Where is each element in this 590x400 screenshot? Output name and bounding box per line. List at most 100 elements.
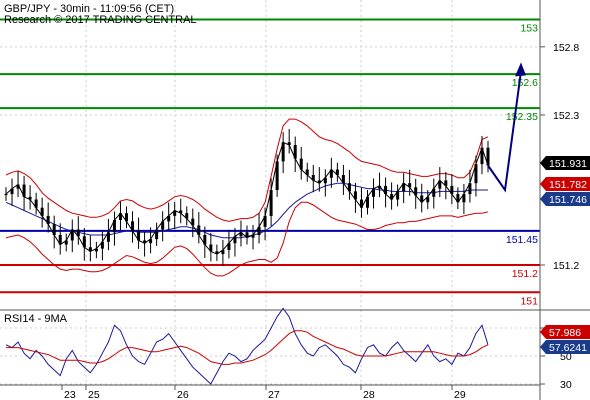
price-bar-body	[197, 225, 201, 235]
chart-title: GBP/JPY - 30min - 11:09:56 (CET)	[4, 3, 174, 15]
level-label: 151.45	[506, 234, 538, 246]
price-bar-body	[143, 240, 147, 244]
price-bar-body	[52, 224, 56, 235]
price-bar-body	[456, 194, 460, 203]
value-badge-blue	[540, 192, 590, 206]
price-bar-body	[359, 199, 363, 208]
price-bar-body	[215, 251, 219, 255]
price-bars	[4, 128, 490, 266]
close-line	[5, 141, 489, 255]
price-bar-body	[287, 142, 291, 145]
price-bar-body	[167, 215, 171, 222]
rsi-ma-line	[6, 330, 489, 365]
price-bar-body	[384, 185, 388, 195]
value-badges: 151.931 151.782 151.746 57.986 57.6241	[540, 156, 590, 354]
price-bar-body	[257, 226, 261, 235]
price-bar-body	[233, 236, 237, 244]
price-bar-body	[263, 215, 267, 227]
price-bar-body	[227, 243, 231, 250]
price-bar-body	[426, 196, 430, 203]
price-bar-body	[438, 180, 442, 189]
price-bar-body	[149, 239, 153, 244]
price-bar-body	[161, 221, 165, 230]
y-tick-label: 151.2	[553, 260, 579, 272]
price-bar-body	[335, 169, 339, 175]
price-bar-body	[299, 158, 303, 170]
price-bar-body	[10, 188, 14, 195]
price-bar-body	[46, 215, 50, 225]
price-bar-body	[125, 213, 128, 222]
level-label: 153	[520, 23, 538, 35]
price-bar-body	[480, 147, 484, 165]
value-badge-label: 151.931	[549, 158, 587, 170]
price-bar-body	[185, 213, 189, 219]
value-badge-red	[540, 177, 590, 191]
rsi-tick-label: 30	[560, 379, 572, 391]
price-bar-body	[118, 213, 122, 220]
price-bar-body	[323, 177, 327, 184]
price-bar-body	[353, 191, 357, 200]
x-tick-label: 23	[64, 389, 76, 400]
chart-credit: Research © 2017 TRADING CENTRAL	[4, 14, 197, 26]
price-bar-body	[486, 147, 490, 166]
price-bar-body	[462, 194, 466, 203]
price-bar-body	[245, 232, 249, 238]
price-bar-body	[329, 169, 333, 178]
price-bar-body	[396, 191, 400, 200]
price-bar-body	[28, 196, 32, 200]
price-bar-body	[173, 210, 177, 216]
price-bar-body	[420, 195, 424, 203]
level-label: 152.35	[506, 111, 538, 123]
price-bar-body	[408, 183, 412, 188]
price-bar-body	[372, 188, 376, 197]
value-badge-label: 151.782	[549, 179, 587, 191]
value-badge-label: 151.746	[549, 194, 587, 206]
rsi-tick-label: 50	[560, 351, 572, 363]
price-bar-body	[106, 232, 110, 242]
price-bar-body	[450, 185, 454, 195]
price-bar-body	[137, 230, 141, 241]
price-bar-body	[221, 250, 225, 255]
x-tick-label: 29	[454, 389, 466, 400]
bollinger-lower-line	[5, 201, 489, 277]
level-label: 152.6	[512, 77, 538, 89]
price-bar-body	[341, 175, 345, 184]
price-bar-body	[311, 175, 315, 181]
price-bar-body	[390, 194, 394, 200]
price-bar-body	[88, 247, 92, 252]
x-tick-label: 25	[88, 389, 100, 400]
price-bar-body	[347, 183, 351, 192]
value-badge-last	[540, 156, 590, 170]
price-bar-body	[131, 221, 135, 231]
price-bar-body	[293, 145, 297, 159]
x-tick-label: 28	[363, 389, 375, 400]
price-bar-body	[16, 184, 20, 189]
price-bar-body	[275, 161, 279, 190]
price-bar-body	[444, 180, 448, 186]
y-tick-label: 152.8	[553, 42, 579, 54]
price-bar-body	[239, 232, 243, 237]
price-bar-body	[402, 183, 406, 192]
price-bar-body	[94, 248, 98, 252]
price-bar-body	[251, 235, 255, 238]
price-bar-body	[76, 229, 80, 237]
price-bar-body	[432, 188, 436, 197]
level-label: 151	[520, 295, 538, 307]
price-bar-body	[112, 220, 116, 233]
price-bar-body	[82, 236, 86, 248]
price-bar-body	[34, 199, 38, 208]
price-bar-body	[414, 187, 418, 196]
price-bar-body	[70, 229, 74, 241]
price-bar-body	[468, 183, 472, 195]
x-tick-label: 26	[177, 389, 189, 400]
price-bar-body	[40, 207, 44, 216]
price-bar-body	[366, 196, 369, 208]
level-label: 151.2	[512, 268, 538, 280]
scenario-arrow-head	[515, 62, 526, 77]
value-badge-label: 57.6241	[549, 342, 587, 354]
scenario-arrow-path	[487, 71, 522, 193]
price-bar-body	[203, 235, 207, 245]
price-bar-body	[179, 210, 183, 214]
